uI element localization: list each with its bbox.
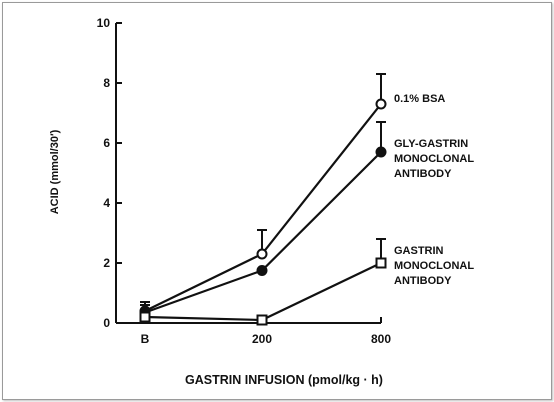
x-tick-label: B bbox=[141, 332, 150, 346]
series-label: 0.1% BSA bbox=[394, 93, 445, 105]
series-2: GASTRIN MONOCLONAL ANTIBODY bbox=[139, 238, 474, 326]
series-label: ANTIBODY bbox=[394, 275, 452, 287]
series-label: MONOCLONAL bbox=[394, 153, 474, 165]
chart-marks: 0.1% BSAGLY-GASTRINMONOCLONALANTIBODYGAS… bbox=[139, 73, 474, 326]
y-tick-label: 4 bbox=[103, 196, 110, 210]
data-point bbox=[375, 146, 387, 158]
y-tick-label: 2 bbox=[103, 256, 110, 270]
y-tick-label: 8 bbox=[103, 76, 110, 90]
y-axis-label: ACID (mmol/30′) bbox=[49, 129, 61, 214]
data-point bbox=[256, 265, 268, 276]
y-tick-label: 10 bbox=[97, 16, 111, 30]
data-point bbox=[139, 311, 151, 323]
x-tick-label: 200 bbox=[252, 332, 272, 346]
data-point bbox=[375, 257, 387, 269]
series-label: ANTIBODY bbox=[394, 168, 452, 180]
series-label: MONOCLONAL bbox=[394, 260, 474, 272]
data-point bbox=[256, 314, 268, 326]
series-label: GLY-GASTRIN bbox=[394, 138, 468, 150]
axes: 0 2 4 6 8 10 B 200 800 bbox=[97, 16, 392, 346]
x-axis-label: GASTRIN INFUSION (pmol/kg · h) bbox=[185, 373, 383, 387]
data-point bbox=[256, 248, 268, 260]
data-point bbox=[375, 98, 387, 110]
x-tick-label: 800 bbox=[371, 332, 391, 346]
series-label: GASTRIN bbox=[394, 245, 444, 257]
y-tick-label: 0 bbox=[103, 316, 110, 330]
y-tick-label: 6 bbox=[103, 136, 110, 150]
